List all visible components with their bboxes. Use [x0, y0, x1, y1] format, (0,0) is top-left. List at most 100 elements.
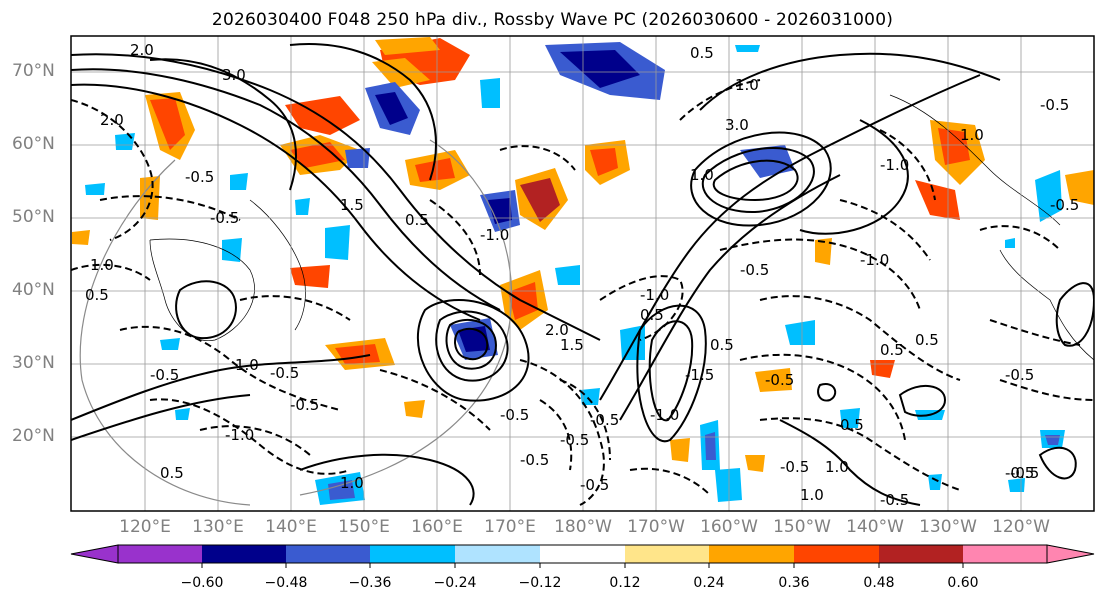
contour-label: -0.5: [1005, 366, 1034, 384]
contour-label: -0.5: [500, 406, 529, 424]
colorbar-tick-label: −0.36: [348, 575, 392, 591]
colorbar-tick-label: −0.48: [264, 575, 308, 591]
contour-label: 0.5: [710, 336, 734, 354]
contour-label: -0.5: [780, 458, 809, 476]
lat-label-70n: 70°N: [12, 61, 55, 81]
colorbar-tick-label: 0.12: [609, 575, 641, 591]
contour-label: 1.0: [235, 356, 259, 374]
lat-label-50n: 50°N: [12, 207, 55, 227]
map-title: 2026030400 F048 250 hPa div., Rossby Wav…: [211, 10, 894, 30]
contour-label: 0.5: [85, 286, 109, 304]
contour-label: -1.0: [480, 226, 509, 244]
lon-label-120w: 120°W: [992, 517, 1050, 537]
contour-label: 0.5: [690, 44, 714, 62]
contour-label: -0.5: [290, 396, 319, 414]
colorbar-bin: [286, 545, 370, 563]
contour-label: -0.5: [1010, 464, 1039, 482]
contour-label: 0.5: [160, 464, 184, 482]
contour-label: 0.5: [640, 306, 664, 324]
lon-label-160w: 160°W: [700, 517, 758, 537]
colorbar-tick-label: −0.12: [518, 575, 562, 591]
dashed-contours: [71, 79, 1094, 506]
contour-label: 0.5: [405, 211, 429, 229]
colorbar-bin: [118, 545, 202, 563]
lat-label-30n: 30°N: [12, 353, 55, 373]
lon-label-140e: 140°E: [265, 517, 317, 537]
contour-label: 1.0: [690, 166, 714, 184]
contour-label: 3.0: [222, 66, 246, 84]
contour-label: 2.0: [545, 321, 569, 339]
colorbar-tick-label: 0.36: [778, 575, 810, 591]
colorbar-outline: [117, 544, 1048, 564]
lon-label-170e: 170°E: [484, 517, 536, 537]
lon-label-160e: 160°E: [411, 517, 463, 537]
colorbar-tick-label: 0.60: [947, 575, 979, 591]
contour-label: -0.5: [270, 364, 299, 382]
colorbar-bin: [455, 545, 540, 563]
contour-label: -1.0: [860, 251, 889, 269]
contour-label: -0.5: [210, 209, 239, 227]
lon-label-150w: 150°W: [773, 517, 831, 537]
contour-labels: 2.0 0.5 3.0 -0.5 -0.5 1.5 -1.0 2.0 -0.5 …: [85, 41, 1079, 509]
colorbar-tick-label: −0.24: [433, 575, 477, 591]
contour-label: -0.5: [880, 491, 909, 509]
lat-label-20n: 20°N: [12, 426, 55, 446]
contour-label: -0.5: [580, 476, 609, 494]
colorbar-bin: [879, 545, 963, 563]
colorbar-tick-label: 0.24: [693, 575, 725, 591]
contour-label: 1.0: [960, 126, 984, 144]
contour-label: -1.0: [880, 156, 909, 174]
map-frame: [70, 35, 1095, 512]
contour-label: 2.0: [130, 41, 154, 59]
solid-contours: [71, 43, 1094, 506]
colorbar-bin: [709, 545, 794, 563]
contour-label: 1.0: [825, 458, 849, 476]
colorbar-tick-label: 0.48: [863, 575, 895, 591]
lon-label-140w: 140°W: [846, 517, 904, 537]
colorbar-bin: [794, 545, 879, 563]
contour-label: 1.0: [735, 76, 759, 94]
colorbar-tick-label: −0.60: [180, 575, 224, 591]
colorbar-bin: [625, 545, 709, 563]
contour-label: 3.0: [725, 116, 749, 134]
contour-label: -0.5: [1050, 196, 1079, 214]
gridlines: [71, 36, 1094, 511]
lon-label-150e: 150°E: [338, 517, 390, 537]
contour-label: 0.5: [840, 416, 864, 434]
contour-label: -0.5: [150, 366, 179, 384]
contour-label: 1.5: [340, 196, 364, 214]
colorbar-extend-low: [70, 544, 119, 564]
contour-label: 1.5: [560, 336, 584, 354]
contour-label: 1.0: [340, 474, 364, 492]
contour-label: -0.5: [765, 371, 794, 389]
gray-circle-arc: [79, 159, 251, 506]
lat-label-60n: 60°N: [12, 134, 55, 154]
lon-label-180w: 180°W: [554, 517, 612, 537]
divergence-shading-positive: [72, 37, 1094, 472]
contour-label: -0.5: [520, 451, 549, 469]
contour-label: 0.5: [880, 341, 904, 359]
gray-circle-arc-2: [299, 139, 513, 496]
contour-label: 0.5: [915, 331, 939, 349]
contour-label: -0.5: [1005, 464, 1034, 482]
colorbar-bin: [963, 545, 1047, 563]
lon-label-130e: 130°E: [192, 517, 244, 537]
contour-label: 2.0: [100, 111, 124, 129]
contour-label: -1.0: [650, 406, 679, 424]
contour-label: -0.5: [740, 261, 769, 279]
colorbar-bin: [540, 545, 625, 563]
lat-label-40n: 40°N: [12, 280, 55, 300]
colorbar-extend-high: [1046, 544, 1095, 564]
colorbar-bin: [370, 545, 455, 563]
colorbar-bin: [202, 545, 286, 563]
lon-label-120e: 120°E: [119, 517, 171, 537]
lon-label-130w: 130°W: [919, 517, 977, 537]
contour-label: -0.5: [590, 411, 619, 429]
contour-label: -0.5: [560, 431, 589, 449]
colorbar: [70, 544, 1095, 568]
contour-label: 1.0: [90, 256, 114, 274]
contour-label: 1.0: [800, 486, 824, 504]
contour-label: -1.0: [225, 426, 254, 444]
coastlines: [149, 94, 1094, 361]
